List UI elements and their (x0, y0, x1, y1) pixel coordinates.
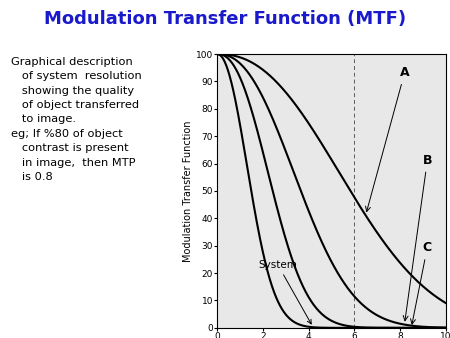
Text: B: B (403, 153, 432, 321)
Text: Modulation Transfer Function (MTF): Modulation Transfer Function (MTF) (44, 10, 406, 28)
Text: A: A (365, 66, 410, 212)
Y-axis label: Modulation Transfer Function: Modulation Transfer Function (183, 120, 193, 262)
Text: System: System (258, 260, 311, 324)
Text: C: C (410, 241, 432, 324)
Text: Graphical description
   of system  resolution
   showing the quality
   of obje: Graphical description of system resoluti… (11, 57, 141, 182)
